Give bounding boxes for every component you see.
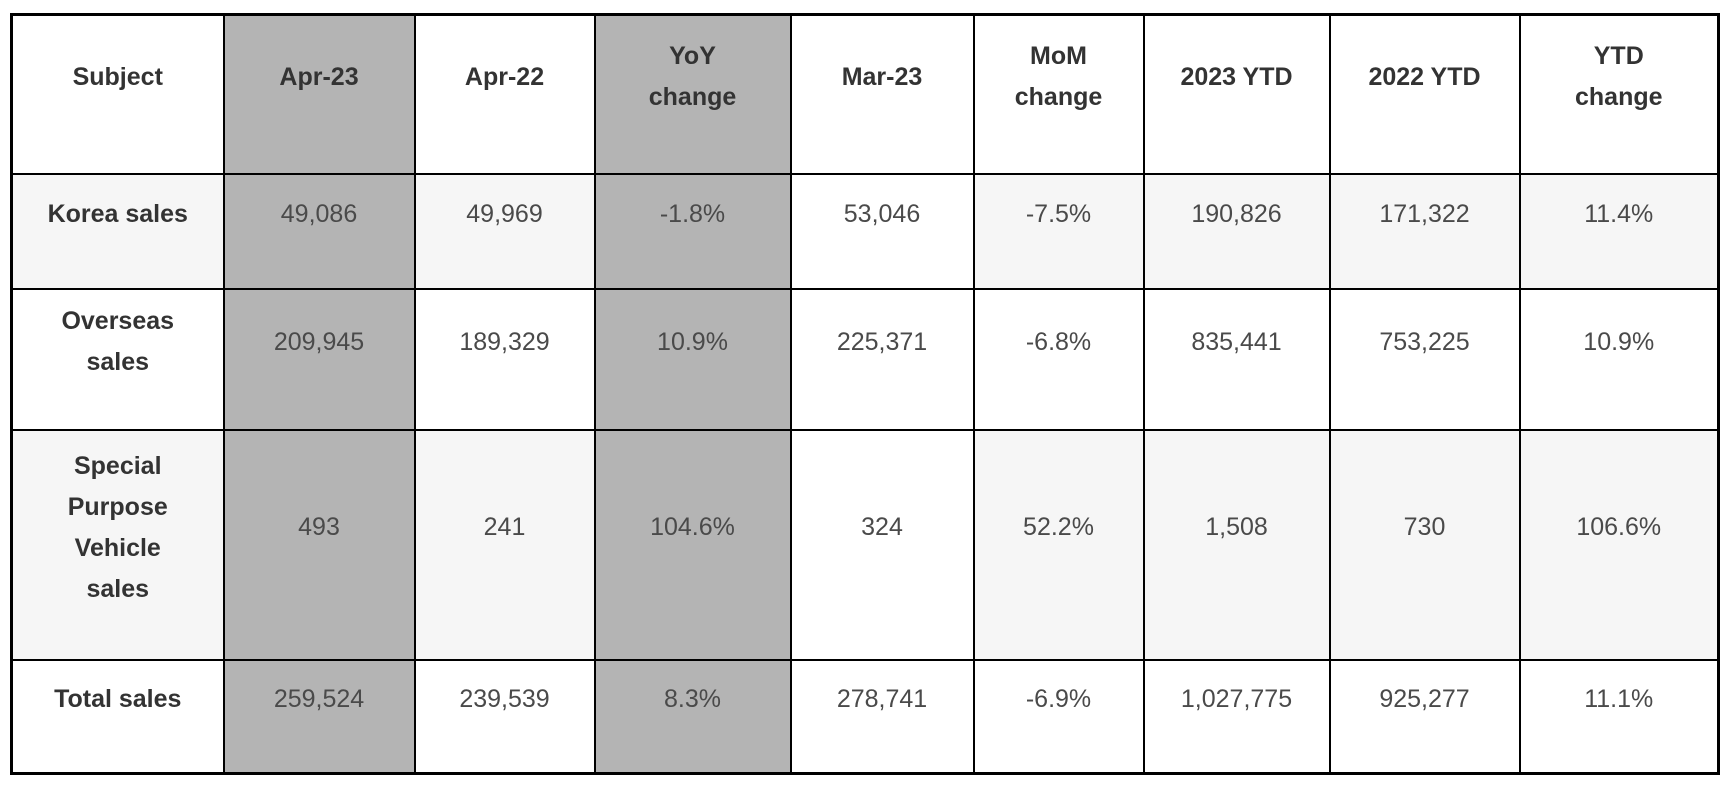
row-label-overseas-sales: Overseas sales bbox=[10, 287, 225, 431]
cell-spv-apr-23: 493 bbox=[222, 428, 416, 661]
sales-table: Subject Apr-23 Apr-22 YoY change Mar-23 … bbox=[10, 13, 1720, 775]
header-cell-mar-23: Mar-23 bbox=[789, 13, 975, 175]
cell-spv-mom-change: 52.2% bbox=[972, 428, 1145, 661]
header-cell-subject: Subject bbox=[10, 13, 225, 175]
cell-total-2023-ytd: 1,027,775 bbox=[1142, 658, 1331, 775]
cell-total-2022-ytd: 925,277 bbox=[1328, 658, 1521, 775]
cell-overseas-2022-ytd: 753,225 bbox=[1328, 287, 1521, 431]
cell-korea-mom-change: -7.5% bbox=[972, 172, 1145, 290]
row-label-total-sales: Total sales bbox=[10, 658, 225, 775]
cell-total-yoy-change: 8.3% bbox=[593, 658, 792, 775]
cell-korea-ytd-change: 11.4% bbox=[1518, 172, 1720, 290]
cell-overseas-2023-ytd: 835,441 bbox=[1142, 287, 1331, 431]
cell-overseas-mar-23: 225,371 bbox=[789, 287, 975, 431]
header-cell-mom-change: MoM change bbox=[972, 13, 1145, 175]
cell-korea-apr-22: 49,969 bbox=[413, 172, 596, 290]
cell-total-apr-23: 259,524 bbox=[222, 658, 416, 775]
cell-total-apr-22: 239,539 bbox=[413, 658, 596, 775]
cell-spv-mar-23: 324 bbox=[789, 428, 975, 661]
header-cell-yoy-change: YoY change bbox=[593, 13, 792, 175]
header-cell-apr-22: Apr-22 bbox=[413, 13, 596, 175]
cell-overseas-ytd-change: 10.9% bbox=[1518, 287, 1720, 431]
table-body: Korea sales 49,086 49,969 -1.8% 53,046 -… bbox=[10, 172, 1720, 775]
table-row-total-sales: Total sales 259,524 239,539 8.3% 278,741… bbox=[10, 658, 1720, 775]
cell-spv-2022-ytd: 730 bbox=[1328, 428, 1521, 661]
cell-overseas-yoy-change: 10.9% bbox=[593, 287, 792, 431]
cell-overseas-apr-22: 189,329 bbox=[413, 287, 596, 431]
header-cell-ytd-change: YTD change bbox=[1518, 13, 1720, 175]
cell-spv-2023-ytd: 1,508 bbox=[1142, 428, 1331, 661]
cell-total-mom-change: -6.9% bbox=[972, 658, 1145, 775]
row-label-special-purpose-vehicle-sales: Special Purpose Vehicle sales bbox=[10, 428, 225, 661]
header-cell-apr-23: Apr-23 bbox=[222, 13, 416, 175]
cell-spv-ytd-change: 106.6% bbox=[1518, 428, 1720, 661]
cell-overseas-mom-change: -6.8% bbox=[972, 287, 1145, 431]
row-label-korea-sales: Korea sales bbox=[10, 172, 225, 290]
cell-overseas-apr-23: 209,945 bbox=[222, 287, 416, 431]
header-cell-2023-ytd: 2023 YTD bbox=[1142, 13, 1331, 175]
cell-total-ytd-change: 11.1% bbox=[1518, 658, 1720, 775]
table-row-special-purpose-vehicle-sales: Special Purpose Vehicle sales 493 241 10… bbox=[10, 428, 1720, 661]
table-header: Subject Apr-23 Apr-22 YoY change Mar-23 … bbox=[10, 13, 1720, 175]
header-cell-2022-ytd: 2022 YTD bbox=[1328, 13, 1521, 175]
cell-spv-apr-22: 241 bbox=[413, 428, 596, 661]
cell-korea-apr-23: 49,086 bbox=[222, 172, 416, 290]
header-row: Subject Apr-23 Apr-22 YoY change Mar-23 … bbox=[10, 13, 1720, 175]
cell-spv-yoy-change: 104.6% bbox=[593, 428, 792, 661]
cell-korea-yoy-change: -1.8% bbox=[593, 172, 792, 290]
cell-korea-mar-23: 53,046 bbox=[789, 172, 975, 290]
cell-korea-2022-ytd: 171,322 bbox=[1328, 172, 1521, 290]
cell-korea-2023-ytd: 190,826 bbox=[1142, 172, 1331, 290]
table-row-korea-sales: Korea sales 49,086 49,969 -1.8% 53,046 -… bbox=[10, 172, 1720, 290]
table-row-overseas-sales: Overseas sales 209,945 189,329 10.9% 225… bbox=[10, 287, 1720, 431]
cell-total-mar-23: 278,741 bbox=[789, 658, 975, 775]
